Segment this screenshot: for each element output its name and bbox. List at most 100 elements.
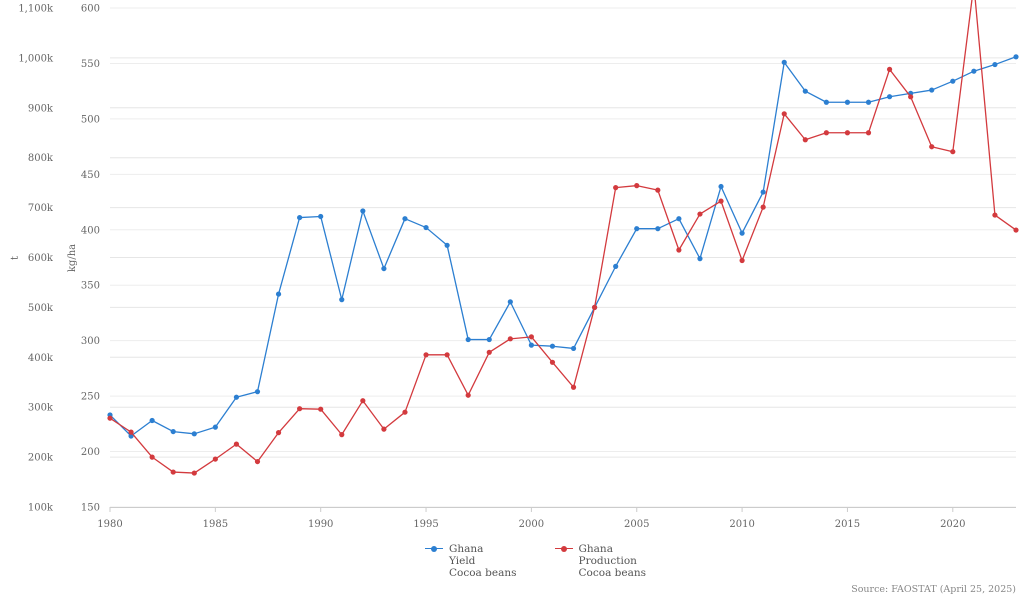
legend-item-production[interactable]: Ghana Production Cocoa beans xyxy=(554,543,646,579)
production-point-2018[interactable] xyxy=(908,94,914,100)
production-point-1993[interactable] xyxy=(381,426,387,432)
yield-point-2013[interactable] xyxy=(802,88,808,94)
yield-point-2006[interactable] xyxy=(655,226,661,232)
yield-point-2008[interactable] xyxy=(697,256,703,262)
yield-point-1999[interactable] xyxy=(507,299,513,305)
production-point-2014[interactable] xyxy=(823,130,829,136)
yield-point-2001[interactable] xyxy=(549,343,556,349)
right-tick-label: 450 xyxy=(81,170,100,181)
yield-point-1990[interactable] xyxy=(318,213,324,220)
production-point-2019[interactable] xyxy=(929,144,935,150)
production-point-2006[interactable] xyxy=(655,187,661,193)
left-tick-label: 300k xyxy=(28,403,54,414)
production-point-1999[interactable] xyxy=(507,336,513,342)
yield-point-1991[interactable] xyxy=(339,297,345,303)
production-point-1988[interactable] xyxy=(275,430,282,436)
production-point-1991[interactable] xyxy=(339,432,345,438)
production-point-2004[interactable] xyxy=(613,185,619,191)
yield-point-1994[interactable] xyxy=(402,216,408,222)
yield-point-1984[interactable] xyxy=(191,431,197,437)
production-point-1983[interactable] xyxy=(170,469,176,475)
yield-point-2020[interactable] xyxy=(950,78,956,84)
yield-point-2019[interactable] xyxy=(929,87,935,93)
yield-point-1993[interactable] xyxy=(381,265,387,272)
production-point-2002[interactable] xyxy=(570,384,577,390)
yield-point-1983[interactable] xyxy=(170,428,176,435)
legend-item-yield[interactable]: Ghana Yield Cocoa beans xyxy=(425,543,517,579)
production-point-1985[interactable] xyxy=(212,456,218,462)
production-point-2023[interactable] xyxy=(1013,227,1019,233)
yield-point-2011[interactable] xyxy=(760,189,766,195)
yield-point-2004[interactable] xyxy=(613,263,619,269)
production-point-2001[interactable] xyxy=(549,359,556,365)
production-point-1989[interactable] xyxy=(297,406,303,412)
right-axis-title: kg/ha xyxy=(67,244,78,272)
production-point-2000[interactable] xyxy=(528,334,534,340)
yield-point-1985[interactable] xyxy=(212,424,218,430)
left-tick-label: 200k xyxy=(28,453,54,464)
yield-point-2009[interactable] xyxy=(718,183,724,190)
yield-point-1986[interactable] xyxy=(233,394,240,400)
yield-point-2014[interactable] xyxy=(823,99,829,105)
production-point-1997[interactable] xyxy=(465,392,471,398)
production-point-2013[interactable] xyxy=(802,137,808,143)
yield-point-1992[interactable] xyxy=(360,208,366,214)
production-point-2020[interactable] xyxy=(950,149,956,155)
left-tick-label: 700k xyxy=(28,203,54,214)
right-tick-label: 300 xyxy=(81,336,100,347)
yield-point-1997[interactable] xyxy=(465,336,471,343)
production-point-1995[interactable] xyxy=(423,352,429,358)
production-point-2010[interactable] xyxy=(739,257,745,264)
yield-point-2022[interactable] xyxy=(992,61,998,68)
series-layer xyxy=(107,0,1019,476)
production-point-2009[interactable] xyxy=(718,198,724,204)
yield-point-2000[interactable] xyxy=(528,342,534,348)
yield-point-1987[interactable] xyxy=(254,389,261,395)
production-point-1981[interactable] xyxy=(128,429,134,435)
yield-point-1998[interactable] xyxy=(486,336,492,343)
production-point-2022[interactable] xyxy=(992,212,998,218)
yield-point-2012[interactable] xyxy=(781,59,787,65)
yield-point-2010[interactable] xyxy=(739,230,745,236)
production-point-2005[interactable] xyxy=(634,183,640,189)
production-point-1987[interactable] xyxy=(254,458,261,465)
yield-point-2002[interactable] xyxy=(570,345,577,352)
production-point-1990[interactable] xyxy=(318,406,324,412)
yield-point-2021[interactable] xyxy=(971,68,977,74)
production-point-2017[interactable] xyxy=(886,66,893,72)
production-point-1996[interactable] xyxy=(444,352,450,358)
right-tick-label: 200 xyxy=(81,447,100,458)
yield-point-2015[interactable] xyxy=(844,99,851,105)
yield-point-1996[interactable] xyxy=(444,242,450,248)
production-point-1980[interactable] xyxy=(107,415,113,421)
right-tick-label: 400 xyxy=(81,225,100,236)
production-point-1998[interactable] xyxy=(486,349,492,355)
yield-point-1988[interactable] xyxy=(275,291,282,297)
yield-point-1982[interactable] xyxy=(149,417,155,424)
yield-point-2017[interactable] xyxy=(886,94,893,100)
production-point-1992[interactable] xyxy=(360,398,366,404)
production-point-2016[interactable] xyxy=(865,130,872,136)
production-point-2008[interactable] xyxy=(697,211,703,217)
yield-point-1995[interactable] xyxy=(423,224,429,231)
production-point-1986[interactable] xyxy=(233,441,240,447)
x-tick-label: 1985 xyxy=(203,519,228,530)
x-tick-label: 2005 xyxy=(624,519,649,530)
production-point-2011[interactable] xyxy=(760,204,766,210)
yield-point-2005[interactable] xyxy=(634,226,640,232)
production-point-1994[interactable] xyxy=(402,409,408,415)
yield-point-2023[interactable] xyxy=(1013,54,1019,60)
production-point-1982[interactable] xyxy=(149,454,155,460)
yield-point-1981[interactable] xyxy=(128,433,134,439)
yield-point-2016[interactable] xyxy=(865,99,872,105)
yield-point-2007[interactable] xyxy=(676,216,682,222)
production-point-2007[interactable] xyxy=(676,247,682,253)
right-tick-label: 550 xyxy=(81,59,100,70)
left-axis-ticks: 100k 200k 300k 400k 500k 600k 700k 800k 900k 1,00… xyxy=(18,4,54,514)
yield-point-1989[interactable] xyxy=(297,214,303,221)
production-point-1984[interactable] xyxy=(191,470,197,476)
production-point-2012[interactable] xyxy=(781,111,787,117)
production-point-2015[interactable] xyxy=(844,130,851,136)
production-point-2003[interactable] xyxy=(592,304,598,310)
